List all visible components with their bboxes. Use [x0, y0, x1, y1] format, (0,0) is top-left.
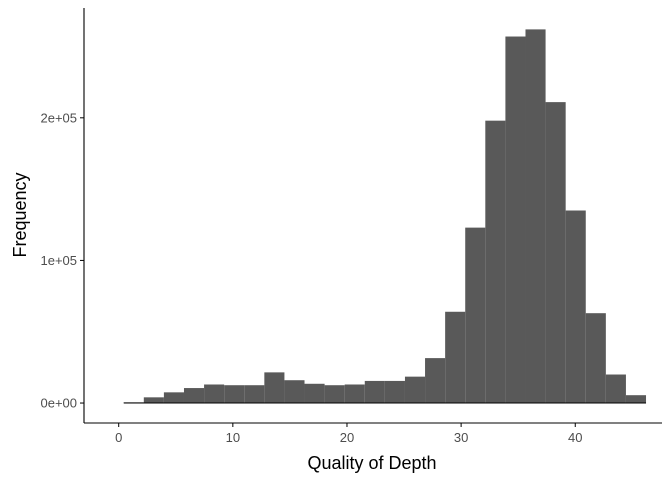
histogram-bar-16 [445, 311, 466, 404]
histogram-bar-24 [605, 374, 626, 404]
x-tick-label-4: 40 [568, 430, 582, 445]
histogram-bar-2 [163, 392, 184, 404]
bars-layer [123, 29, 647, 404]
histogram-bar-11 [344, 384, 365, 404]
x-tick-label-1: 10 [226, 430, 240, 445]
histogram-bar-7 [264, 372, 285, 404]
histogram-bar-4 [204, 384, 225, 404]
histogram-bar-23 [585, 313, 606, 404]
histogram-bar-8 [284, 380, 305, 404]
histogram-bar-3 [183, 388, 205, 404]
y-tick-label-1: 1e+05 [40, 253, 77, 268]
axes-layer: 0 10 20 30 40 0e+00 1e+05 2e+05 [40, 8, 662, 445]
histogram-bar-19 [505, 36, 526, 404]
histogram-bar-17 [465, 227, 486, 404]
histogram-bar-1 [143, 397, 164, 404]
histogram-bar-25 [625, 395, 647, 404]
y-axis-title: Frequency [10, 172, 30, 257]
histogram-bar-15 [425, 358, 446, 404]
histogram-bar-12 [364, 380, 385, 404]
histogram-bar-14 [404, 376, 426, 404]
histogram-bar-10 [324, 385, 345, 404]
x-axis-title: Quality of Depth [307, 453, 436, 473]
histogram-bar-18 [485, 120, 506, 404]
histogram-bar-6 [244, 385, 265, 404]
histogram-bar-9 [304, 383, 325, 404]
histogram-bar-5 [224, 385, 245, 404]
histogram-bar-20 [525, 29, 546, 404]
histogram-bar-22 [565, 210, 586, 404]
histogram-bar-13 [384, 380, 405, 404]
y-tick-label-0: 0e+00 [40, 396, 77, 411]
x-tick-label-2: 20 [340, 430, 354, 445]
histogram-bar-21 [545, 102, 566, 404]
x-tick-label-3: 30 [454, 430, 468, 445]
y-tick-label-2: 2e+05 [40, 110, 77, 125]
x-tick-label-0: 0 [115, 430, 122, 445]
